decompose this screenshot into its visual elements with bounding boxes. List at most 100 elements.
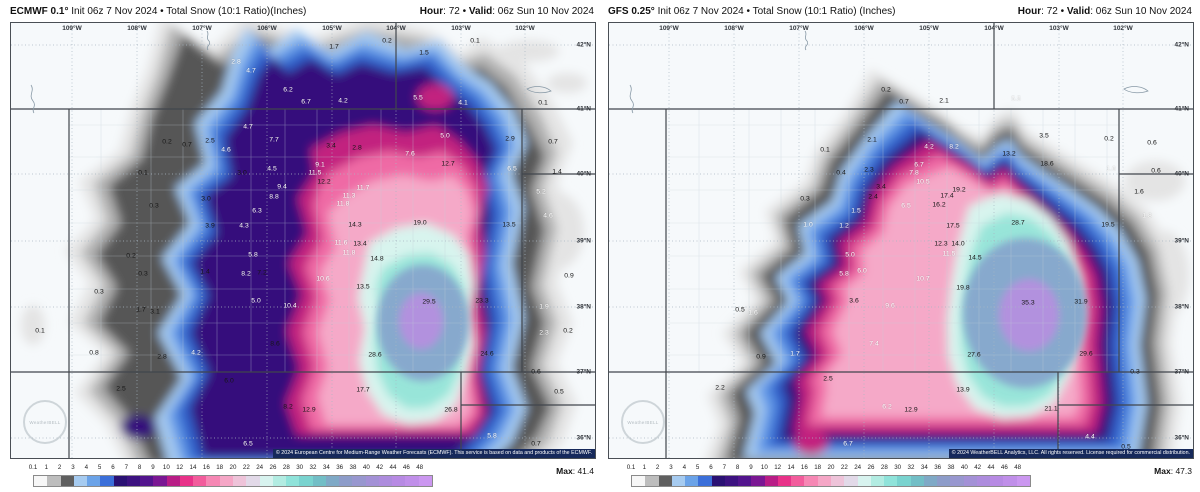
value-label: 5.5	[1011, 95, 1021, 103]
colorbar-tick-label: 48	[1014, 464, 1022, 471]
lake-outlines	[629, 30, 1149, 114]
value-label: 19.0	[413, 219, 427, 227]
colorbar-segment	[830, 476, 845, 486]
value-label: 6.5	[243, 440, 253, 448]
model-name: GFS 0.25°	[608, 5, 655, 17]
latitude-label: 36°N	[1174, 434, 1189, 442]
value-label: 2.1	[939, 97, 949, 105]
value-label: 14.8	[370, 255, 384, 263]
value-label: 19.8	[956, 284, 970, 292]
colorbar-segment	[418, 476, 432, 486]
colorbar-tick-label: 7	[722, 464, 727, 471]
value-label: 28.7	[1011, 219, 1025, 227]
value-label: 1.7	[790, 350, 800, 358]
value-label: 11.7	[356, 184, 370, 192]
value-label: 5.0	[845, 251, 855, 259]
value-label: 12.9	[302, 406, 316, 414]
latitude-label: 41°N	[576, 105, 591, 113]
value-label: 18.6	[1040, 160, 1054, 168]
colorbar-segment	[632, 476, 646, 486]
max-value: : 47.3	[1170, 466, 1192, 476]
value-label: 1.5	[851, 207, 861, 215]
value-label: 2.2	[715, 384, 725, 392]
longitude-label: 105°W	[322, 25, 342, 32]
colorbar-tick-label: 22	[840, 464, 848, 471]
colorbar-tick-label: 24	[256, 464, 264, 471]
max-value-ecmwf: Max: 41.4	[10, 466, 594, 476]
value-label: 5.5	[413, 94, 423, 102]
colorbar-segment	[352, 476, 366, 486]
colorbar-tick-label: 40	[960, 464, 968, 471]
value-label: 0.3	[800, 195, 810, 203]
value-label: 0.2	[162, 138, 172, 146]
panel-header-ecmwf: ECMWF 0.1° Init 06z 7 Nov 2024 • Total S…	[10, 3, 594, 19]
max-value: : 41.4	[572, 466, 594, 476]
value-label: 19.5	[1101, 221, 1115, 229]
value-label: 0.3	[1130, 368, 1140, 376]
value-label: 0.3	[138, 270, 148, 278]
county-borders	[69, 109, 522, 372]
value-label: 7.8	[909, 169, 919, 177]
lake-outlines	[30, 30, 552, 114]
value-label: 2.8	[157, 353, 167, 361]
longitude-label: 106°W	[257, 25, 277, 32]
value-label: 12.3	[934, 240, 948, 248]
colorbar-segment	[937, 476, 951, 486]
map-gfs: WeatherBELL © 2024 WeatherBELL Analytics…	[608, 22, 1194, 459]
value-label: 7.4	[869, 340, 879, 348]
value-label: 7.2	[257, 269, 267, 277]
colorbar-tick-label: 4	[84, 464, 89, 471]
colorbar-tick-label: 8	[137, 464, 142, 471]
hour-label: Hour	[1017, 5, 1042, 17]
value-label: 3.6	[849, 297, 859, 305]
colorbar-segment	[378, 476, 393, 486]
value-label: 1.6	[748, 309, 758, 317]
value-label: 12.7	[441, 160, 455, 168]
colorbar-segment	[140, 476, 154, 486]
value-label: 13.9	[956, 386, 970, 394]
colorbar-segment	[884, 476, 898, 486]
value-label: 2.3	[539, 329, 549, 337]
header-right: Hour: 72 • Valid: 06z Sun 10 Nov 2024	[420, 6, 594, 17]
value-label: 1.2	[839, 222, 849, 230]
value-label: 29.6	[1079, 350, 1093, 358]
value-label: 0.1	[138, 169, 148, 177]
value-label: 27.6	[967, 351, 981, 359]
valid-label: Valid	[468, 5, 493, 17]
colorbar-segment	[897, 476, 911, 486]
longitude-label: 107°W	[192, 25, 212, 32]
latitude-label: 36°N	[576, 434, 591, 442]
value-label: 9.6	[885, 302, 895, 310]
value-label: 4.3	[239, 222, 249, 230]
colorbar-tick-label: 2	[655, 464, 660, 471]
watermark-text: WeatherBELL	[29, 419, 61, 425]
value-label: 0.7	[182, 141, 192, 149]
header-left: ECMWF 0.1° Init 06z 7 Nov 2024 • Total S…	[10, 6, 306, 17]
colorbar-ticks: 0.1 1 2 3 4 5 6 7 8 9 10 12 14 16 18 20 22 24 26 28 30 32 34 36…	[627, 464, 1031, 473]
colorbar-tick-label: 4	[682, 464, 687, 471]
longitude-label: 104°W	[984, 25, 1004, 32]
value-label: 2.5	[116, 385, 126, 393]
colorbar-segment	[844, 476, 858, 486]
hour-label: Hour	[419, 5, 444, 17]
colorbar-tick-label: 0.1	[626, 464, 636, 471]
latlon-gridlines	[609, 23, 1193, 458]
colorbar-segment	[685, 476, 699, 486]
colorbar-tick-label: 3	[669, 464, 673, 471]
colorbar-tick-label: 34	[920, 464, 928, 471]
colorbar-tick-label: 42	[974, 464, 982, 471]
value-label: 5.0	[251, 297, 261, 305]
value-label: 8.6	[270, 340, 280, 348]
colorbar-segment	[777, 476, 792, 486]
value-label: 16.2	[932, 201, 946, 209]
value-label: 31.9	[1074, 298, 1088, 306]
colorbar-tick-label: 18	[814, 464, 822, 471]
value-label: 6.5	[901, 202, 911, 210]
value-label: 1.4	[200, 268, 210, 276]
value-label: 4.2	[924, 143, 934, 151]
value-label: 6.2	[283, 86, 293, 94]
longitude-label: 109°W	[62, 25, 82, 32]
value-label: 5.8	[248, 251, 258, 259]
latitude-label: 38°N	[1174, 303, 1189, 311]
